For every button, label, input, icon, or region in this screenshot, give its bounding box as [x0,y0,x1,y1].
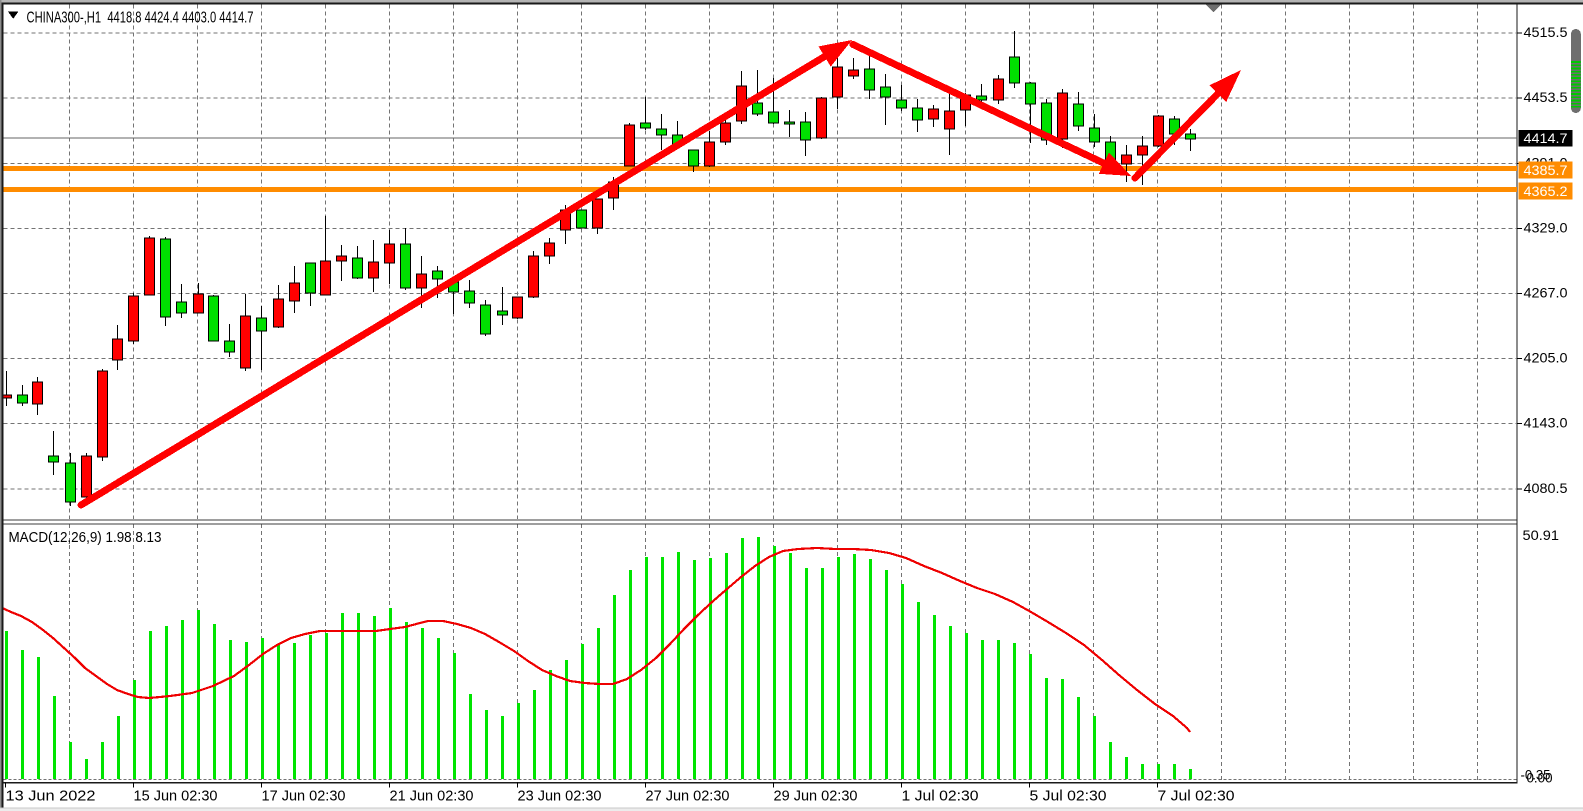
svg-text:4329.0: 4329.0 [1524,221,1568,236]
svg-text:13 Jun 2022: 13 Jun 2022 [6,788,96,804]
svg-text:MACD(12,26,9) 1.98 8.13: MACD(12,26,9) 1.98 8.13 [9,530,162,546]
svg-text:-0.35: -0.35 [1521,768,1551,783]
svg-text:15 Jun 02:30: 15 Jun 02:30 [134,788,218,804]
svg-text:5 Jul 02:30: 5 Jul 02:30 [1030,788,1107,804]
svg-text:4385.7: 4385.7 [1524,163,1568,178]
svg-text:50.91: 50.91 [1523,528,1560,543]
svg-text:1 Jul 02:30: 1 Jul 02:30 [902,788,979,804]
svg-text:4205.0: 4205.0 [1524,351,1568,366]
svg-text:CHINA300-,H1 4418.8 4424.4 44: CHINA300-,H1 4418.8 4424.4 4403.0 4414.7 [27,10,254,27]
svg-text:7 Jul 02:30: 7 Jul 02:30 [1158,788,1235,804]
svg-text:4365.2: 4365.2 [1524,184,1568,199]
svg-text:4414.7: 4414.7 [1524,131,1568,146]
svg-text:29 Jun 02:30: 29 Jun 02:30 [774,788,858,804]
svg-text:4453.5: 4453.5 [1524,90,1568,105]
svg-text:17 Jun 02:30: 17 Jun 02:30 [262,788,346,804]
svg-text:4080.5: 4080.5 [1524,481,1568,496]
svg-text:4267.0: 4267.0 [1524,286,1568,301]
svg-text:23 Jun 02:30: 23 Jun 02:30 [518,788,602,804]
svg-text:27 Jun 02:30: 27 Jun 02:30 [646,788,730,804]
svg-text:21 Jun 02:30: 21 Jun 02:30 [390,788,474,804]
svg-text:0.00: 0.00 [1527,771,1553,786]
svg-text:4143.0: 4143.0 [1524,416,1568,431]
svg-text:4515.5: 4515.5 [1524,25,1568,40]
